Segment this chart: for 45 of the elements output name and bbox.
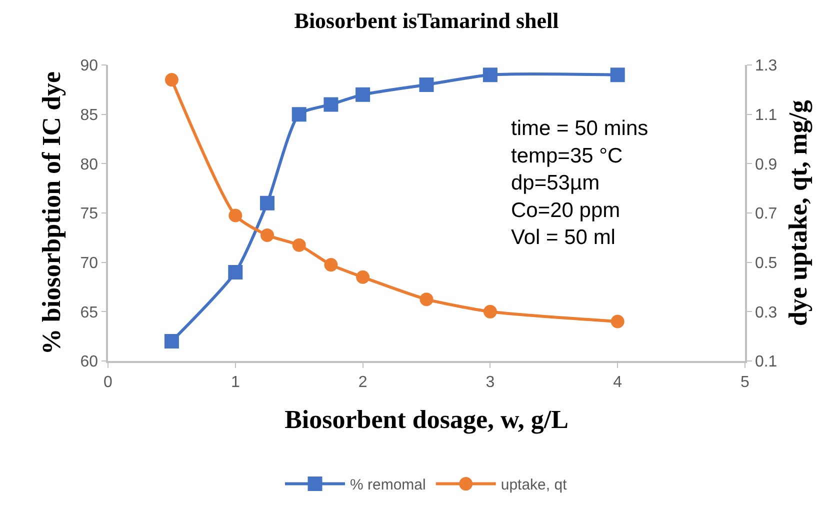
y2-tick-label: 0.1 xyxy=(754,354,778,371)
y-axis-title: % biosorbption of IC dye xyxy=(37,71,66,355)
y2-tick-label: 0.9 xyxy=(754,156,778,174)
y-tick-label: 90 xyxy=(80,58,98,75)
chart-title: Biosorbent isTamarind shell xyxy=(294,8,559,34)
y-tick-label: 85 xyxy=(80,106,98,124)
point xyxy=(419,77,434,92)
y-tick-label: 80 xyxy=(80,156,98,174)
point xyxy=(610,314,624,328)
annotation: time = 50 mins temp=35 °C dp=53µm Co=20 ppm Vol = 50 ml xyxy=(511,117,648,250)
y-tick-label: 70 xyxy=(80,254,98,272)
point xyxy=(164,73,178,87)
x-tick-label: 1 xyxy=(230,374,240,391)
x-tick-label: 2 xyxy=(358,374,368,391)
point xyxy=(228,264,243,280)
y2-tick-label: 0.5 xyxy=(754,254,778,272)
x-tick-label: 0 xyxy=(104,374,113,391)
y2-tick-label: 0.3 xyxy=(754,304,778,322)
legend-label: uptake, qt xyxy=(500,476,568,494)
y-tick-label: 75 xyxy=(80,206,98,223)
point xyxy=(420,292,434,306)
point xyxy=(292,107,306,122)
point xyxy=(228,208,242,222)
y2-axis-title: dye uptake, qt, mg/g xyxy=(783,100,812,326)
legend-label: % remomal xyxy=(350,476,426,494)
y2-tick-label: 1.1 xyxy=(754,106,778,124)
point xyxy=(356,270,370,284)
point xyxy=(356,87,370,102)
point xyxy=(324,97,338,112)
point xyxy=(292,238,306,252)
y-tick-label: 60 xyxy=(80,354,98,371)
point xyxy=(482,68,498,82)
y2-tick-label: 1.3 xyxy=(754,58,778,75)
y2-tick-label: 0.7 xyxy=(754,206,778,223)
point xyxy=(260,228,274,242)
x-axis-title: Biosorbent dosage, w, g/L xyxy=(284,405,568,434)
point xyxy=(164,334,179,349)
point xyxy=(610,68,625,82)
point xyxy=(260,196,274,210)
x-tick-label: 5 xyxy=(740,374,750,391)
point xyxy=(483,304,497,318)
point xyxy=(324,258,338,272)
x-tick-label: 3 xyxy=(486,374,495,391)
y-tick-label: 65 xyxy=(80,304,98,322)
x-tick-label: 4 xyxy=(613,374,622,391)
